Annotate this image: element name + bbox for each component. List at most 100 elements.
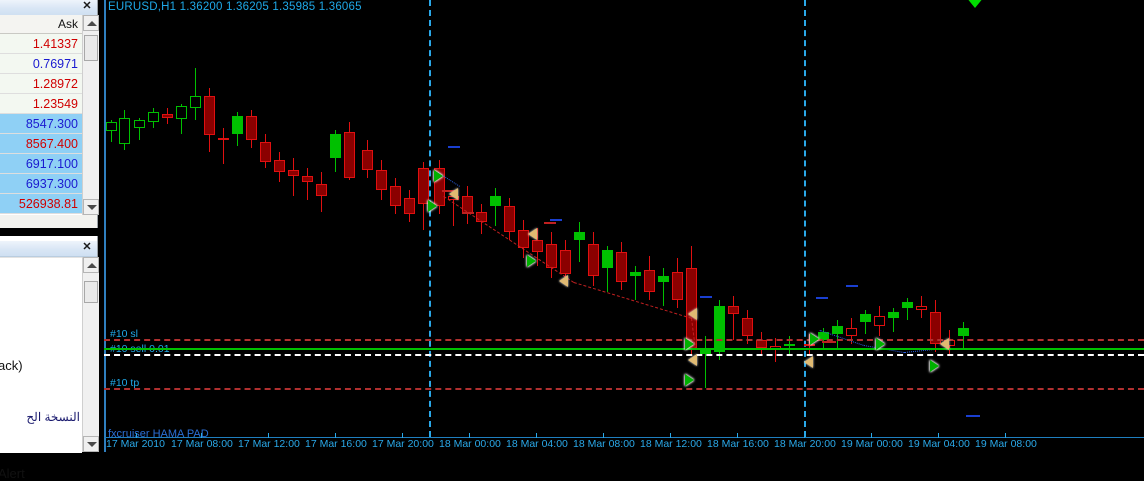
blue-marker-dash [966,415,980,417]
time-axis-label: 17 Mar 16:00 [305,438,367,450]
candle-wick [579,222,580,262]
candle-body [362,150,373,170]
candle-wick [195,68,196,120]
close-icon[interactable]: ✕ [82,241,92,253]
candle-body [162,114,173,118]
candle-wick [865,310,866,334]
time-axis-tick [1005,433,1006,438]
sell-arrow-marker[interactable] [559,275,568,287]
navigator-text-line[interactable]: Alert [0,466,25,481]
candle-body [916,306,927,310]
price-chart[interactable]: EURUSD,H1 1.36200 1.36205 1.35985 1.3606… [104,0,1144,452]
order-price-line[interactable] [104,354,1144,356]
time-axis-tick [335,433,336,438]
sell-arrow-marker[interactable] [804,356,813,368]
scroll-down-button[interactable] [83,436,99,452]
market-watch-row[interactable]: 526938.81 [0,194,82,214]
market-watch-row[interactable]: 1.23549 [0,94,82,114]
chart-canvas[interactable]: EURUSD,H1 1.36200 1.36205 1.35985 1.3606… [104,0,1144,452]
navigator-panel: ✕ ack) النسخة الح Alert [0,236,99,481]
market-watch-row[interactable]: 6937.300 [0,174,82,194]
time-axis-label: 17 Mar 20:00 [372,438,434,450]
time-axis-tick [201,433,202,438]
blue-marker-dash [816,297,828,299]
market-watch-panel: ✕ Ask 1.41337 0.76971 1.28972 1.23549 8547.3… [0,0,99,228]
candle-wick [893,308,894,332]
candle-wick [789,336,790,356]
sell-arrow-marker[interactable] [940,338,949,350]
order-price-line[interactable] [104,339,1144,341]
sell-arrow-marker[interactable] [688,354,697,366]
market-watch-row[interactable]: 6917.100 [0,154,82,174]
candle-body [630,272,641,276]
candle-wick [837,320,838,348]
buy-arrow-marker[interactable] [685,338,694,350]
chevron-down-icon [87,442,97,447]
candle-wick [663,268,664,306]
market-watch-grid: Ask 1.41337 0.76971 1.28972 1.23549 8547.300… [0,15,82,215]
order-price-line[interactable] [104,388,1144,390]
candle-body [390,186,401,206]
candle-body [700,350,711,354]
market-watch-row[interactable]: 1.41337 [0,34,82,54]
buy-arrow-marker[interactable] [810,333,819,345]
navigator-text-line[interactable]: النسخة الح [26,410,80,424]
time-axis-labels: 17 Mar 2010 17 Mar 08:00 17 Mar 12:00 17 Ma… [104,433,1144,452]
candle-body [728,306,739,314]
candle-wick [607,246,608,292]
time-axis-tick [603,433,604,438]
candle-body [888,312,899,318]
scroll-up-button[interactable] [83,257,99,273]
sell-arrow-marker[interactable] [449,188,458,200]
sell-arrow-marker[interactable] [688,308,697,320]
column-header-ask[interactable]: Ask [0,15,82,34]
candle-body [832,326,843,334]
market-watch-scrollbar[interactable] [82,15,99,215]
buy-arrow-marker[interactable] [527,255,536,267]
candle-body [742,318,753,336]
order-price-label[interactable]: #10 sl [110,328,139,340]
navigator-scrollbar[interactable] [82,257,99,452]
candle-body [846,328,857,336]
buy-arrow-marker[interactable] [876,338,885,350]
time-axis-label: 18 Mar 08:00 [573,438,635,450]
sell-arrow-marker[interactable] [528,228,537,240]
market-watch-row[interactable]: 8567.400 [0,134,82,154]
buy-arrow-marker[interactable] [434,170,443,182]
buy-arrow-marker[interactable] [930,360,939,372]
time-axis-label: 17 Mar 2010 [106,438,165,450]
candle-body [376,170,387,190]
time-axis-label: 19 Mar 04:00 [908,438,970,450]
time-axis-tick [536,433,537,438]
market-watch-row[interactable]: 0.76971 [0,54,82,74]
scroll-down-button[interactable] [83,199,99,215]
market-watch-row[interactable]: 8547.300 [0,114,82,134]
scroll-up-button[interactable] [83,15,99,31]
candle-wick [223,128,224,164]
time-axis-tick [469,433,470,438]
market-watch-row[interactable]: 1.28972 [0,74,82,94]
buy-arrow-marker[interactable] [685,374,694,386]
navigator-text-line[interactable]: ack) [0,358,23,373]
chart-left-border [104,0,106,452]
candle-wick [307,168,308,200]
candle-wick [495,188,496,226]
sell-signal-arrow-icon [966,0,984,8]
candle-wick [963,322,964,350]
candle-wick [705,336,706,388]
chart-title: EURUSD,H1 1.36200 1.36205 1.35985 1.3606… [108,1,362,13]
candle-body [232,116,243,134]
red-marker-dash [544,222,556,224]
candle-body [330,134,341,158]
scrollbar-thumb[interactable] [84,35,98,61]
navigator-titlebar: ✕ [0,241,97,257]
time-axis-tick [804,433,805,438]
candle-wick [733,296,734,340]
live-price-line [104,348,1144,350]
scrollbar-thumb[interactable] [84,281,98,303]
close-icon[interactable]: ✕ [82,0,92,12]
buy-arrow-marker[interactable] [428,200,437,212]
candle-body [476,212,487,222]
order-price-label[interactable]: #10 tp [110,377,140,389]
